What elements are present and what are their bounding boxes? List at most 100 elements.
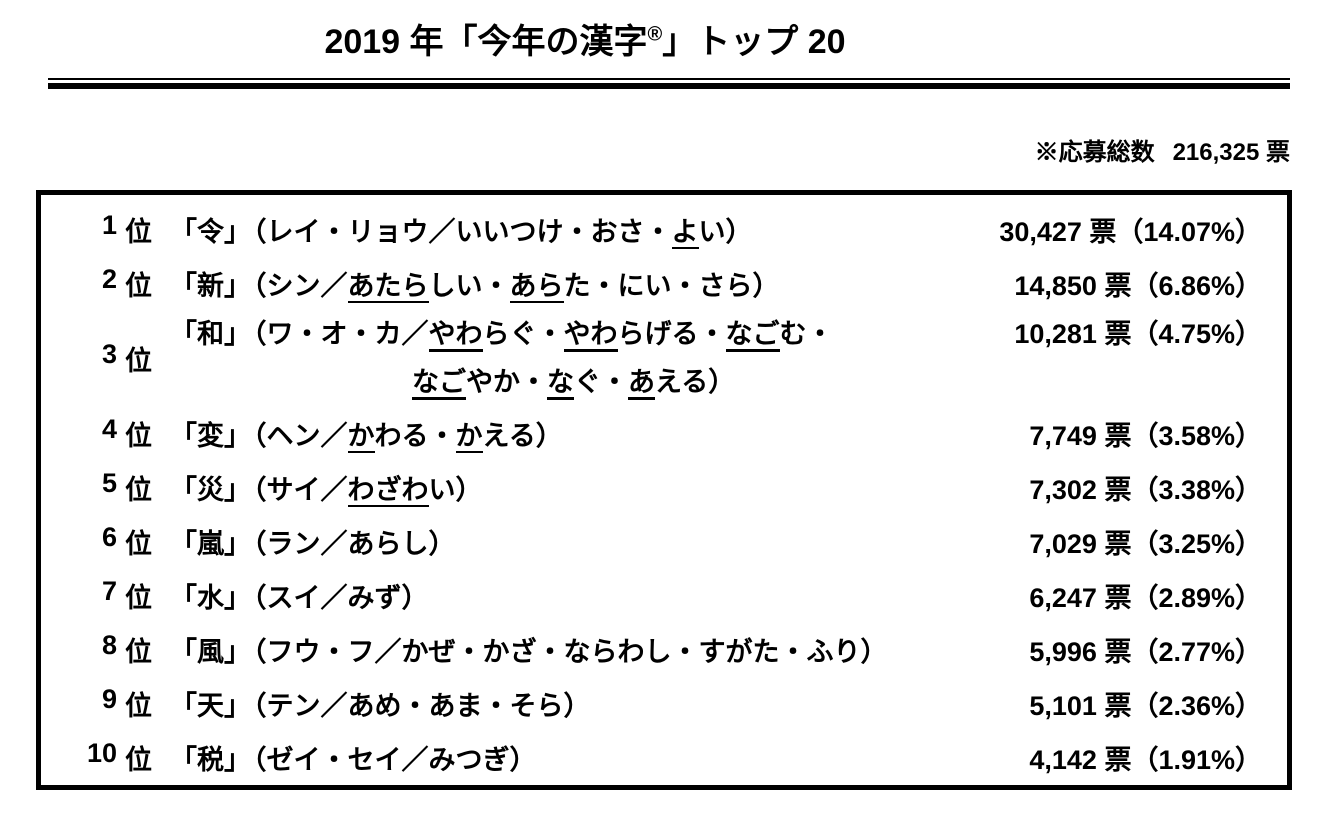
title-rule-thick xyxy=(48,83,1290,89)
ranking-row: 1 位 「令」（レイ・リョウ／いいつけ・おさ・よい） 30,427 票（14.0… xyxy=(77,202,1262,256)
reading-segment: やか・ xyxy=(466,367,547,397)
reading-text: 「風」（フウ・フ／かぜ・かざ・ならわし・すがた・ふり） xyxy=(170,630,962,669)
reading-line: 「水」（スイ／みず） xyxy=(170,576,962,615)
rank-number: 4 xyxy=(101,413,117,444)
underlined-reading: わざわ xyxy=(347,474,429,507)
reading-segment: らげる・ xyxy=(617,319,726,349)
reading-segment: らぐ・ xyxy=(482,319,564,349)
ranking-row: 8 位 「風」（フウ・フ／かぜ・かざ・ならわし・すがた・ふり） 5,996 票（… xyxy=(77,622,1262,676)
kanji-display: 「新」 xyxy=(170,270,251,301)
reading-segment: ぐ・ xyxy=(574,367,628,397)
page-title: 2019 年「今年の漢字®」トップ 20 xyxy=(0,22,1170,62)
rank-number: 7 xyxy=(101,575,117,606)
kanji-display: 「和」 xyxy=(170,319,251,349)
rank-suffix: 位 xyxy=(125,690,152,721)
reading-segment: （ラン／あらし） xyxy=(253,528,456,559)
rank-number: 5 xyxy=(101,467,117,498)
reading-text: 「水」（スイ／みず） xyxy=(170,576,962,615)
reading-text: 「令」（レイ・リョウ／いいつけ・おさ・よい） xyxy=(170,210,962,249)
vote-count: 5,101 票（2.36%） xyxy=(1029,690,1262,721)
reading-line: 「新」（シン／あたらしい・あらた・にい・さら） xyxy=(170,264,962,303)
reading-segment: （フウ・フ／かぜ・かざ・ならわし・すがた・ふり） xyxy=(253,636,888,667)
reading-line: 「風」（フウ・フ／かぜ・かざ・ならわし・すがた・ふり） xyxy=(170,630,962,669)
underlined-reading: か xyxy=(455,420,483,453)
ranking-row: 4 位 「変」（ヘン／かわる・かえる） 7,749 票（3.58%） xyxy=(77,406,1262,460)
rank-number: 6 xyxy=(101,521,117,552)
reading-text: 「税」（ゼイ・セイ／みつぎ） xyxy=(170,738,962,777)
rank-number: 1 xyxy=(101,209,117,240)
ranking-row: 2 位 「新」（シン／あたらしい・あらた・にい・さら） 14,850 票（6.8… xyxy=(77,256,1262,310)
reading-segment: しい・ xyxy=(428,270,510,301)
reading-segment: （ゼイ・セイ／みつぎ） xyxy=(253,744,537,775)
reading-line: 「天」（テン／あめ・あま・そら） xyxy=(170,684,962,723)
rank-label: 4 位 xyxy=(77,414,152,453)
rank-label: 3 位 xyxy=(77,339,152,378)
underlined-reading: な xyxy=(547,367,574,400)
rank-label: 5 位 xyxy=(77,468,152,507)
ranking-row: 3 位 「和」（ワ・オ・カ／やわらぐ・やわらげる・なごむ・ なごやか・なぐ・あえる… xyxy=(77,310,1262,406)
vote-count: 7,749 票（3.58%） xyxy=(1029,420,1262,451)
vote-count: 5,996 票（2.77%） xyxy=(1029,636,1262,667)
reading-segment: （ワ・オ・カ／ xyxy=(253,319,429,349)
kanji-display: 「風」 xyxy=(170,636,251,667)
kanji-display: 「税」 xyxy=(170,744,251,775)
vote-count: 30,427 票（14.07%） xyxy=(999,216,1262,247)
vote-count: 14,850 票（6.86%） xyxy=(1014,270,1262,301)
reading-line: 「令」（レイ・リョウ／いいつけ・おさ・よい） xyxy=(170,210,962,249)
ranking-row: 6 位 「嵐」（ラン／あらし） 7,029 票（3.25%） xyxy=(77,514,1262,568)
reading-segment: た・にい・さら） xyxy=(563,270,780,301)
registered-trademark-mark: ® xyxy=(647,23,663,46)
reading-line: 「嵐」（ラン／あらし） xyxy=(170,522,962,561)
reading-segment: える） xyxy=(482,420,563,451)
reading-segment: む・ xyxy=(779,319,834,349)
rank-suffix: 位 xyxy=(125,216,152,247)
rank-number: 3 xyxy=(101,338,117,369)
reading-line: 「税」（ゼイ・セイ／みつぎ） xyxy=(170,738,962,777)
underlined-reading: か xyxy=(347,420,375,453)
ranking-table: 1 位 「令」（レイ・リョウ／いいつけ・おさ・よい） 30,427 票（14.0… xyxy=(36,190,1292,790)
rank-suffix: 位 xyxy=(125,744,152,775)
underlined-reading: あ xyxy=(628,367,655,400)
underlined-reading: やわ xyxy=(563,319,618,352)
reading-segment: （レイ・リョウ／いいつけ・おさ・ xyxy=(253,216,672,247)
underlined-reading: やわ xyxy=(428,319,483,352)
reading-line: 「和」（ワ・オ・カ／やわらぐ・やわらげる・なごむ・ xyxy=(170,310,962,358)
page-title-pre: 2019 年「今年の漢字 xyxy=(324,23,648,61)
rank-number: 9 xyxy=(101,683,117,714)
vote-count: 10,281 票（4.75%） xyxy=(1014,319,1262,349)
kanji-display: 「災」 xyxy=(170,474,251,505)
rank-number: 10 xyxy=(86,737,117,768)
reading-segment: い） xyxy=(428,474,483,505)
reading-segment: （スイ／みず） xyxy=(253,582,429,613)
ranking-row: 7 位 「水」（スイ／みず） 6,247 票（2.89%） xyxy=(77,568,1262,622)
underlined-reading: なご xyxy=(725,319,780,352)
rank-label: 9 位 xyxy=(77,684,152,723)
rank-number: 8 xyxy=(101,629,117,660)
reading-line: 「変」（ヘン／かわる・かえる） xyxy=(170,414,962,453)
rank-suffix: 位 xyxy=(125,636,152,667)
reading-text: 「和」（ワ・オ・カ／やわらぐ・やわらげる・なごむ・ なごやか・なぐ・あえる） xyxy=(170,310,962,406)
total-entries-value: 216,325 票 xyxy=(1172,139,1290,166)
ranking-row: 10 位 「税」（ゼイ・セイ／みつぎ） 4,142 票（1.91%） xyxy=(77,730,1262,784)
total-entries-label: ※応募総数 xyxy=(1034,139,1155,166)
underlined-reading: あたら xyxy=(347,270,429,303)
reading-segment: （サイ／ xyxy=(253,474,348,505)
rank-number: 2 xyxy=(101,263,117,294)
kanji-display: 「嵐」 xyxy=(170,528,251,559)
reading-text: 「変」（ヘン／かわる・かえる） xyxy=(170,414,962,453)
vote-count: 6,247 票（2.89%） xyxy=(1029,582,1262,613)
reading-line: 「災」（サイ／わざわい） xyxy=(170,468,962,507)
reading-text: 「新」（シン／あたらしい・あらた・にい・さら） xyxy=(170,264,962,303)
rank-label: 10 位 xyxy=(77,738,152,777)
rank-suffix: 位 xyxy=(125,420,152,451)
title-rule-thin xyxy=(48,78,1290,80)
kanji-display: 「水」 xyxy=(170,582,251,613)
reading-segment: い） xyxy=(698,216,753,247)
kanji-display: 「天」 xyxy=(170,690,251,721)
reading-segment: わる・ xyxy=(374,420,456,451)
underlined-reading: なご xyxy=(412,367,466,400)
reading-segment: （シン／ xyxy=(253,270,348,301)
vote-count: 7,029 票（3.25%） xyxy=(1029,528,1262,559)
underlined-reading: よ xyxy=(671,216,699,249)
ranking-row: 5 位 「災」（サイ／わざわい） 7,302 票（3.38%） xyxy=(77,460,1262,514)
